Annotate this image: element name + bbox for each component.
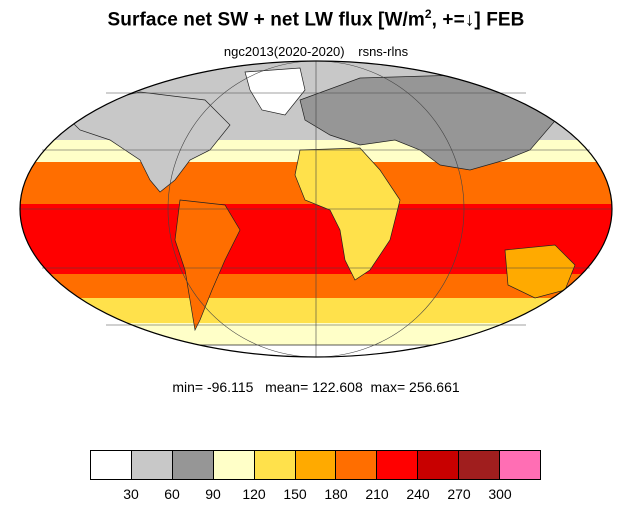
colorbar-box	[131, 451, 173, 479]
colorbar	[90, 450, 541, 480]
colorbar-tick-label: 90	[205, 486, 221, 502]
colorbar-tick-label: 240	[406, 486, 430, 502]
colorbar-box	[172, 451, 214, 479]
colorbar-box	[418, 451, 460, 479]
colorbar-tick-label: 300	[488, 486, 512, 502]
colorbar-labels: 30 60 90 120 150 180 210 240 270 300	[0, 486, 632, 504]
colorbar-box	[254, 451, 296, 479]
colorbar-box	[377, 451, 419, 479]
colorbar-box	[295, 451, 337, 479]
colorbar-tick-label: 60	[164, 486, 180, 502]
plot-title: Surface net SW + net LW flux [W/m2, +=↓]…	[107, 7, 525, 31]
greenland-land	[244, 67, 306, 116]
colorbar-box	[91, 451, 132, 479]
north-america-land	[59, 91, 231, 193]
colorbar-tick-label: 150	[283, 486, 307, 502]
field-statistics: min= -96.115 mean= 122.608 max= 256.661	[172, 379, 460, 395]
south-america-land	[174, 199, 241, 332]
africa-land	[294, 147, 401, 281]
colorbar-box	[459, 451, 501, 479]
subtitle-experiment: ngc2013(2020-2020)	[223, 44, 345, 59]
globe-outline	[19, 60, 613, 358]
colorbar-box	[336, 451, 378, 479]
colorbar-box	[213, 451, 255, 479]
colorbar-tick-label: 120	[242, 486, 266, 502]
colorbar-tick-label: 270	[447, 486, 471, 502]
colorbar-tick-label: 30	[123, 486, 139, 502]
colorbar-tick-label: 180	[324, 486, 348, 502]
subtitle-variable: rsns-rlns	[358, 44, 409, 59]
colorbar-box	[500, 451, 540, 479]
colorbar-tick-label: 210	[365, 486, 389, 502]
plot-subtitle: ngc2013(2020-2020) rsns-rlns	[0, 44, 632, 59]
